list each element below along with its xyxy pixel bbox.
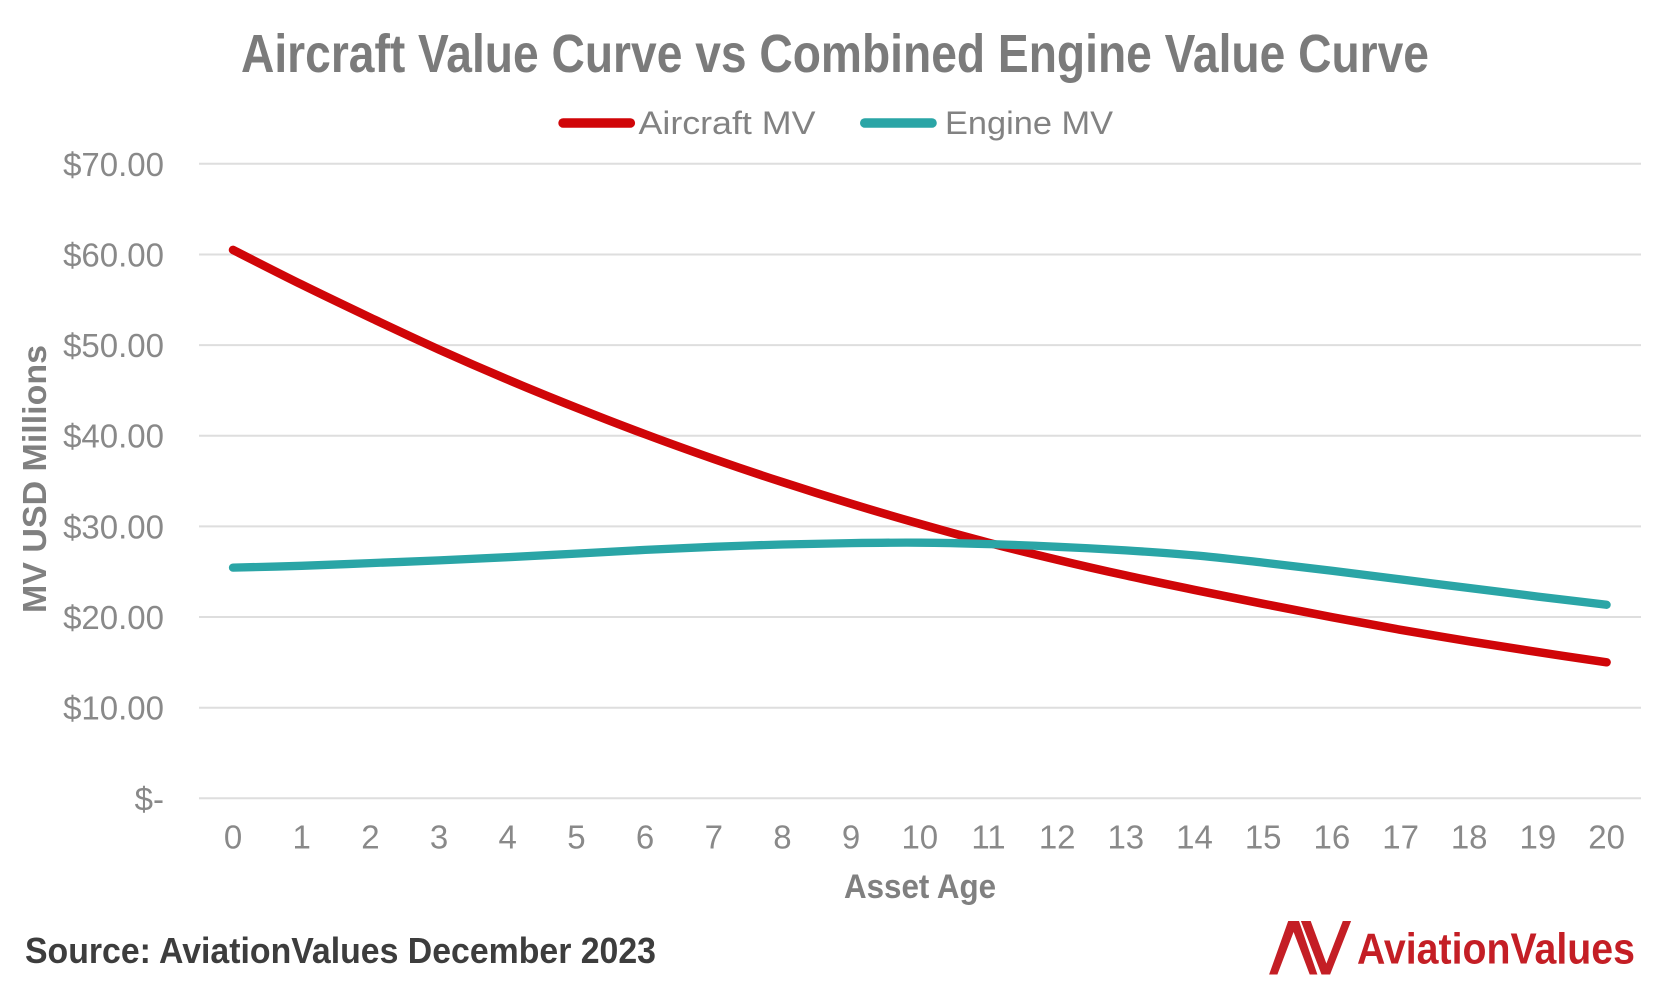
svg-text:6: 6	[636, 818, 654, 855]
svg-text:8: 8	[773, 818, 791, 855]
svg-text:Aircraft MV: Aircraft MV	[639, 105, 817, 141]
svg-text:MV USD Millions: MV USD Millions	[16, 345, 53, 613]
svg-text:20: 20	[1588, 818, 1625, 855]
svg-text:Aircraft Value Curve vs Combin: Aircraft Value Curve vs Combined Engine …	[241, 25, 1429, 84]
svg-text:2: 2	[361, 818, 379, 855]
svg-text:3: 3	[430, 818, 448, 855]
svg-text:$50.00: $50.00	[63, 327, 164, 364]
svg-text:14: 14	[1176, 818, 1213, 855]
svg-text:17: 17	[1382, 818, 1419, 855]
svg-text:Asset Age: Asset Age	[844, 868, 996, 906]
svg-text:4: 4	[499, 818, 517, 855]
svg-text:$20.00: $20.00	[63, 599, 164, 636]
svg-text:$30.00: $30.00	[63, 508, 164, 545]
svg-text:1: 1	[293, 818, 311, 855]
svg-text:15: 15	[1245, 818, 1282, 855]
svg-text:$70.00: $70.00	[63, 146, 164, 183]
svg-text:$10.00: $10.00	[63, 690, 164, 727]
svg-text:5: 5	[567, 818, 585, 855]
svg-text:0: 0	[224, 818, 242, 855]
svg-text:$60.00: $60.00	[63, 237, 164, 274]
svg-text:7: 7	[705, 818, 723, 855]
svg-text:16: 16	[1314, 818, 1351, 855]
svg-text:Engine MV: Engine MV	[945, 105, 1114, 141]
svg-text:13: 13	[1107, 818, 1144, 855]
svg-text:$-: $-	[135, 780, 164, 817]
svg-text:10: 10	[901, 818, 938, 855]
svg-text:$40.00: $40.00	[63, 418, 164, 455]
svg-text:12: 12	[1039, 818, 1076, 855]
svg-text:9: 9	[842, 818, 860, 855]
svg-text:Source: AviationValues Decembe: Source: AviationValues December 2023	[25, 930, 656, 971]
svg-text:11: 11	[971, 818, 1005, 855]
svg-text:19: 19	[1520, 818, 1557, 855]
svg-text:AviationValues: AviationValues	[1357, 925, 1635, 974]
svg-text:18: 18	[1451, 818, 1488, 855]
